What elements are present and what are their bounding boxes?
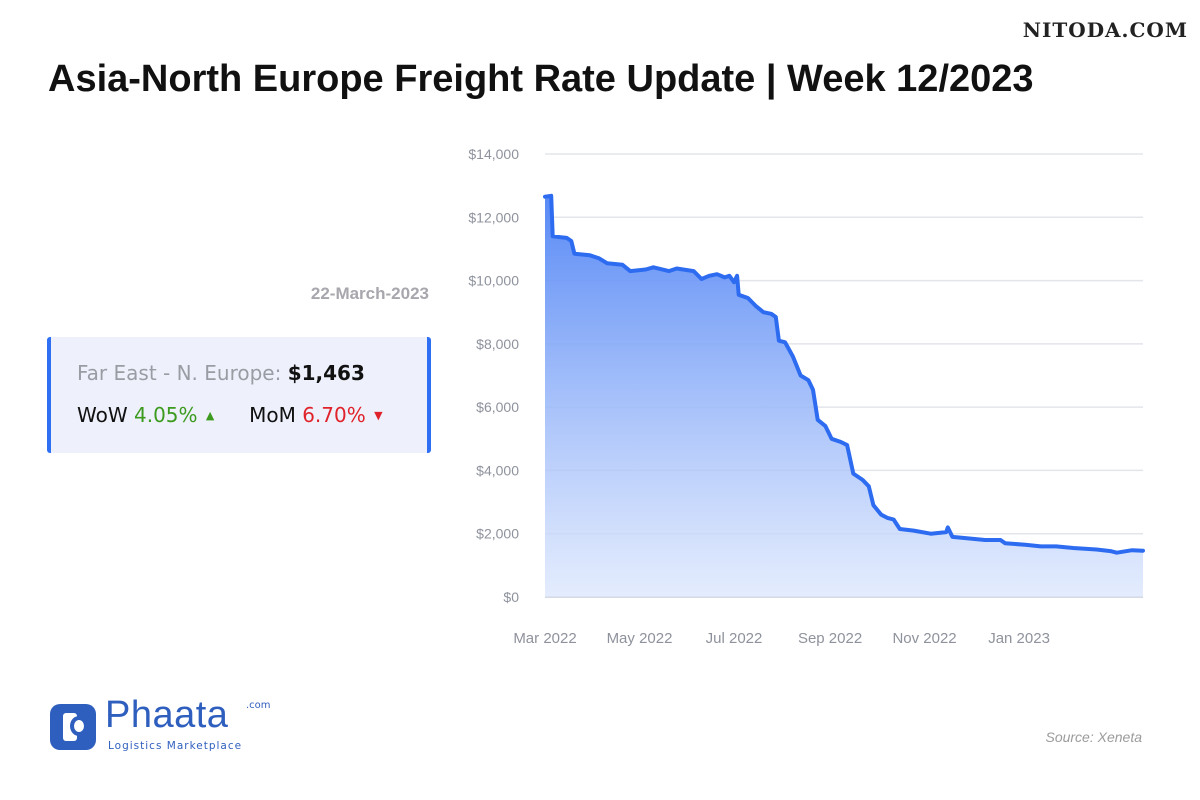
- x-tick-label: May 2022: [607, 630, 673, 647]
- x-tick-label: Jul 2022: [706, 630, 763, 647]
- logo-com: .com: [246, 700, 271, 711]
- x-tick-label: Sep 2022: [798, 630, 862, 647]
- source-note: Source: Xeneta: [1045, 729, 1142, 745]
- series-line: [543, 193, 1145, 555]
- y-tick-label: $4,000: [476, 462, 519, 478]
- y-tick-label: $2,000: [476, 526, 519, 542]
- page-title: Asia-North Europe Freight Rate Update | …: [48, 58, 1034, 100]
- y-tick-label: $0: [503, 589, 519, 605]
- logo-name: Phaata: [105, 694, 229, 736]
- y-tick-label: $10,000: [468, 273, 519, 289]
- route-label: Far East - N. Europe:: [77, 361, 282, 385]
- rate-summary-card: Far East - N. Europe: $1,463 WoW 4.05% ▲…: [47, 337, 431, 453]
- mom-value: 6.70%: [302, 403, 366, 427]
- x-tick-label: Jan 2023: [988, 630, 1050, 647]
- change-line: WoW 4.05% ▲ MoM 6.70% ▼: [77, 403, 383, 427]
- x-tick-label: Nov 2022: [892, 630, 956, 647]
- mom-label: MoM: [249, 403, 296, 427]
- phaata-logo-icon: [50, 704, 96, 750]
- logo-tagline: Logistics Marketplace: [108, 740, 243, 752]
- watermark: NITODA.COM: [1022, 18, 1188, 42]
- wow-label: WoW: [77, 403, 128, 427]
- route-rate-value: $1,463: [287, 361, 365, 385]
- phaata-logo: Phaata .com Logistics Marketplace: [50, 694, 290, 756]
- freight-rate-chart: $0 $2,000 $4,000 $6,000 $8,000 $10,000 $12,000…: [468, 146, 1145, 647]
- report-date: 22-March-2023: [310, 284, 429, 303]
- y-tick-label: $6,000: [476, 399, 519, 415]
- route-rate-line: Far East - N. Europe: $1,463: [77, 361, 365, 385]
- y-tick-label: $12,000: [468, 209, 519, 225]
- wow-value: 4.05%: [133, 403, 198, 427]
- triangle-down-icon: ▼: [374, 409, 383, 422]
- triangle-up-icon: ▲: [205, 409, 215, 422]
- y-tick-label: $8,000: [476, 336, 519, 352]
- x-tick-label: Mar 2022: [513, 630, 576, 647]
- series-area: [545, 195, 1143, 598]
- y-tick-label: $14,000: [468, 146, 519, 162]
